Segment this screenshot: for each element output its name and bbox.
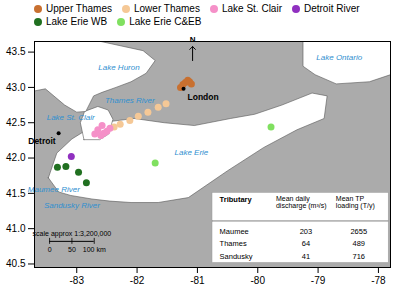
svg-text:-78: -78 bbox=[371, 275, 386, 286]
svg-text:41.0: 41.0 bbox=[6, 223, 26, 234]
svg-text:716: 716 bbox=[353, 252, 366, 261]
svg-text:-80: -80 bbox=[251, 275, 266, 286]
svg-text:scale approx 1:3,200,000: scale approx 1:3,200,000 bbox=[33, 230, 112, 238]
html-text:Detroit River: Detroit River bbox=[304, 3, 360, 14]
svg-text:-82: -82 bbox=[130, 275, 145, 286]
svg-text:64: 64 bbox=[302, 239, 310, 248]
svg-text:Detroit: Detroit bbox=[28, 136, 56, 146]
svg-text:Mean TPloading (T/y): Mean TPloading (T/y) bbox=[336, 195, 375, 210]
svg-text:London: London bbox=[188, 92, 219, 102]
svg-text:41.5: 41.5 bbox=[6, 188, 26, 199]
html-text:Upper Thames: Upper Thames bbox=[46, 3, 112, 14]
svg-text:43.0: 43.0 bbox=[6, 82, 26, 93]
svg-text:Lake St. Clair: Lake St. Clair bbox=[47, 113, 95, 122]
svg-text:Sandusky River: Sandusky River bbox=[44, 201, 100, 210]
svg-text:43.5: 43.5 bbox=[6, 46, 26, 57]
svg-text:Mean dailydischarge (m³/s): Mean dailydischarge (m³/s) bbox=[276, 195, 327, 210]
svg-text:203: 203 bbox=[300, 227, 313, 236]
svg-text:41: 41 bbox=[302, 252, 310, 261]
svg-text:Thames: Thames bbox=[220, 239, 247, 248]
svg-text:40.5: 40.5 bbox=[6, 258, 26, 269]
svg-text:Lake Huron: Lake Huron bbox=[98, 63, 140, 72]
svg-text:Sandusky: Sandusky bbox=[220, 252, 253, 261]
svg-text:Tributary: Tributary bbox=[220, 195, 253, 204]
svg-text:N: N bbox=[190, 35, 196, 44]
svg-text:2655: 2655 bbox=[350, 227, 367, 236]
svg-text:42.5: 42.5 bbox=[6, 117, 26, 128]
svg-text:489: 489 bbox=[353, 239, 366, 248]
svg-text:Lake Erie: Lake Erie bbox=[174, 148, 208, 157]
svg-text:-83: -83 bbox=[70, 275, 85, 286]
svg-text:-81: -81 bbox=[190, 275, 205, 286]
html-text:Lake Erie WB: Lake Erie WB bbox=[46, 16, 108, 27]
svg-text:100 km: 100 km bbox=[83, 246, 106, 253]
svg-text:0: 0 bbox=[48, 246, 52, 253]
html-text:Lower Thames: Lower Thames bbox=[134, 3, 200, 14]
svg-text:Maumee River: Maumee River bbox=[28, 185, 80, 194]
svg-text:42.0: 42.0 bbox=[6, 152, 26, 163]
svg-text:Maumee: Maumee bbox=[220, 227, 249, 236]
svg-text:-79: -79 bbox=[311, 275, 326, 286]
svg-text:50: 50 bbox=[68, 246, 76, 253]
svg-text:Thames River: Thames River bbox=[105, 96, 155, 105]
svg-text:Lake Ontario: Lake Ontario bbox=[316, 53, 362, 62]
html-text:Lake Erie C&EB: Lake Erie C&EB bbox=[129, 16, 202, 27]
html-text:Lake St. Clair: Lake St. Clair bbox=[221, 3, 282, 14]
